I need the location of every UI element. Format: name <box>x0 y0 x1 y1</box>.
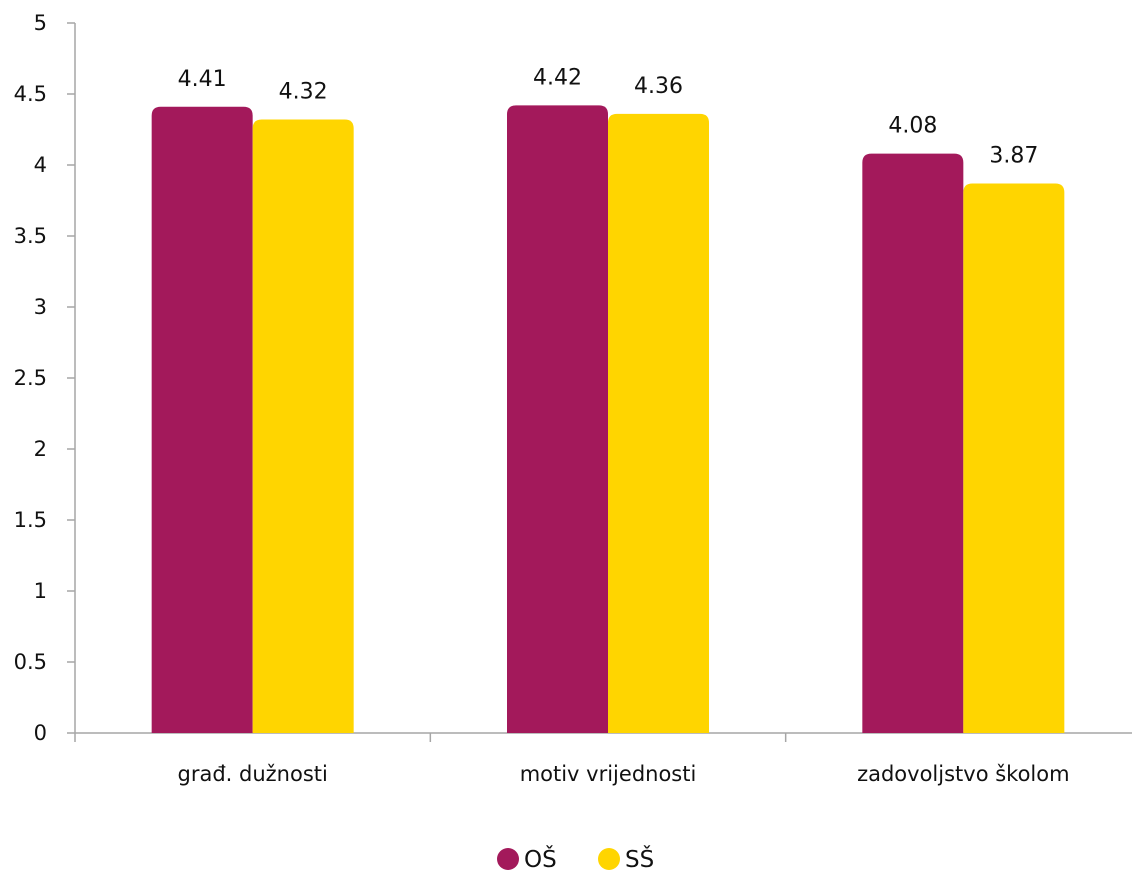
bars <box>151 105 1065 734</box>
legend-label: OŠ <box>524 845 557 870</box>
x-axis: građ. dužnosti motiv vrijednosti zadovoljs… <box>74 732 1132 786</box>
legend: OŠ SŠ <box>497 845 654 870</box>
x-category-label: zadovoljstvo školom <box>857 762 1069 786</box>
y-tick-label: 1.5 <box>14 508 47 532</box>
bar-ss-1 <box>608 113 709 733</box>
y-tick-label: 4.5 <box>14 82 47 106</box>
legend-swatch <box>598 848 620 870</box>
y-tick-label: 0.5 <box>14 650 47 674</box>
data-label: 4.42 <box>533 65 582 90</box>
bar-os-1 <box>507 105 608 734</box>
bar-ss-2 <box>963 183 1065 733</box>
y-axis: 0 0.5 1 1.5 2 2.5 3 3.5 4 4.5 5 <box>14 11 76 745</box>
x-category-label: građ. dužnosti <box>177 762 327 786</box>
x-category-label: motiv vrijednosti <box>520 762 697 786</box>
data-label: 3.87 <box>989 143 1038 168</box>
y-tick-label: 3.5 <box>14 224 47 248</box>
bar-os-0 <box>151 106 253 733</box>
data-label: 4.32 <box>279 80 328 105</box>
y-tick-label: 1 <box>34 579 47 603</box>
y-tick-label: 5 <box>34 11 47 35</box>
legend-swatch <box>497 848 519 870</box>
data-labels: 4.41 4.42 4.08 4.32 4.36 3.87 <box>178 65 1039 168</box>
y-tick-label: 2.5 <box>14 366 47 390</box>
bar-ss-0 <box>252 119 354 733</box>
data-label: 4.08 <box>888 114 937 139</box>
data-label: 4.36 <box>634 74 683 99</box>
legend-label: SŠ <box>625 845 654 870</box>
y-tick-label: 2 <box>34 437 47 461</box>
y-tick-label: 3 <box>34 295 47 319</box>
bar-os-2 <box>862 153 964 733</box>
y-tick-label: 4 <box>34 153 47 177</box>
y-tick-label: 0 <box>34 721 47 745</box>
data-label: 4.41 <box>178 67 227 92</box>
